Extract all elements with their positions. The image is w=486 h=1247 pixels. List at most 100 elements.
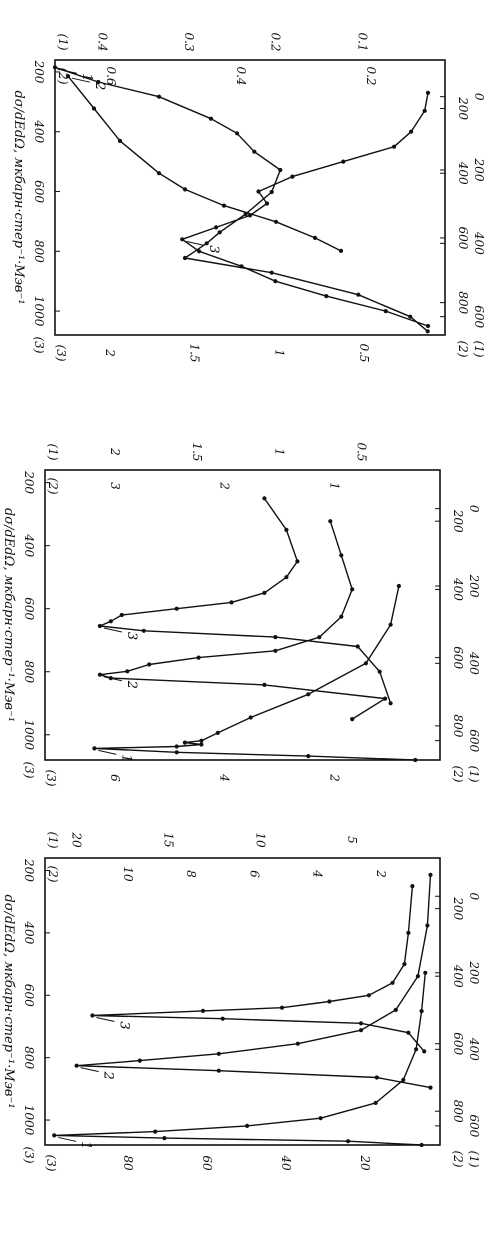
- data-point: [390, 980, 395, 985]
- data-point: [358, 1021, 364, 1026]
- energy-tick-label: 1000: [22, 720, 36, 751]
- data-point: [312, 235, 318, 240]
- data-point: [290, 174, 295, 179]
- data-point: [197, 249, 202, 254]
- data-point: [97, 623, 102, 629]
- data-point: [180, 237, 185, 242]
- energy-scale-label: (1): [472, 341, 486, 358]
- value-scale-label: (2): [46, 866, 60, 883]
- energy-scale-label: (3): [32, 337, 46, 354]
- energy-tick-label: 400: [22, 533, 36, 557]
- curve-label-3: 3: [206, 245, 221, 253]
- data-point: [373, 1100, 378, 1105]
- data-point: [428, 872, 433, 878]
- curve-label-leader: [58, 68, 78, 74]
- data-point: [137, 1058, 142, 1063]
- data-point: [252, 149, 257, 154]
- energy-tick-label: 800: [22, 660, 36, 683]
- data-point: [401, 1077, 406, 1082]
- energy-tick-label: 200: [456, 96, 470, 120]
- data-point: [396, 583, 401, 589]
- value-tick-label: 40: [279, 1154, 293, 1171]
- data-point: [328, 519, 333, 524]
- data-point: [247, 213, 253, 218]
- data-point: [284, 527, 289, 533]
- data-point: [182, 740, 187, 745]
- value-tick-label: 0.4: [234, 66, 248, 85]
- data-point: [273, 635, 278, 640]
- series-1-line: [54, 66, 429, 332]
- data-point: [214, 225, 219, 230]
- data-point: [358, 1028, 364, 1033]
- value-tick-label: 80: [121, 1155, 135, 1171]
- data-point: [221, 203, 227, 208]
- data-point: [425, 90, 431, 95]
- data-point: [269, 189, 274, 195]
- data-point: [363, 661, 368, 666]
- data-point: [422, 1049, 427, 1054]
- plot-frame: [54, 59, 446, 336]
- data-point: [366, 993, 371, 998]
- data-point: [91, 106, 97, 111]
- energy-tick-label: 400: [456, 161, 470, 185]
- data-point: [273, 219, 279, 224]
- data-point: [156, 94, 162, 99]
- data-point: [341, 159, 346, 164]
- panel-2: 0200400600(1)200400600800(2)200400600800…: [11, 32, 486, 362]
- value-tick-label: 0.2: [364, 66, 378, 85]
- data-point: [264, 201, 270, 206]
- energy-tick-label: 0: [467, 505, 481, 513]
- value-tick-label: 1.5: [190, 442, 204, 461]
- energy-scale-label: (3): [22, 1147, 36, 1164]
- series-2-line: [67, 75, 342, 252]
- data-point: [174, 606, 179, 611]
- data-point: [413, 757, 418, 763]
- curve-label-leader: [103, 676, 122, 682]
- value-tick-label: 0.5: [357, 343, 371, 362]
- value-tick-label: 6: [247, 870, 261, 878]
- value-tick-label: 1: [272, 349, 286, 357]
- energy-tick-label: 400: [22, 920, 36, 944]
- data-point: [388, 701, 393, 706]
- data-point: [279, 1005, 285, 1010]
- energy-tick-label: 400: [467, 1037, 481, 1061]
- data-point: [402, 962, 407, 967]
- value-tick-label: 0.3: [182, 32, 196, 51]
- data-point: [327, 999, 332, 1004]
- energy-tick-label: 600: [456, 226, 470, 249]
- data-point: [229, 600, 234, 605]
- data-point: [419, 1009, 424, 1014]
- data-point: [97, 672, 102, 677]
- data-point: [388, 622, 393, 627]
- series-1-line: [93, 585, 416, 761]
- value-tick-label: 5: [345, 836, 359, 844]
- value-tick-label: 10: [253, 832, 267, 848]
- panel-1: 0200400600(1)200400600800(2)200400600800…: [1, 442, 486, 786]
- data-point: [119, 612, 124, 618]
- energy-tick-label: 0: [467, 892, 481, 900]
- data-point: [182, 255, 188, 261]
- value-tick-label: 0.6: [104, 66, 118, 85]
- data-point: [392, 144, 397, 149]
- value-tick-label: 0.5: [355, 442, 369, 461]
- data-point: [215, 730, 220, 736]
- curve-label-3: 3: [116, 1021, 131, 1029]
- value-tick-label: 4: [311, 869, 325, 878]
- data-point: [295, 1041, 300, 1046]
- energy-tick-label: 600: [467, 729, 481, 752]
- data-point: [295, 559, 300, 564]
- data-point: [278, 167, 283, 173]
- data-point: [248, 715, 253, 720]
- data-point: [374, 1075, 379, 1080]
- data-point: [65, 74, 71, 79]
- data-point: [406, 930, 411, 936]
- energy-tick-label: 800: [456, 291, 470, 314]
- data-point: [339, 614, 344, 619]
- value-tick-label: 10: [121, 866, 135, 882]
- data-point: [262, 496, 267, 501]
- data-point: [346, 1139, 351, 1144]
- energy-tick-label: 200: [467, 960, 481, 984]
- energy-tick-label: 400: [451, 577, 465, 601]
- series-3-line: [91, 886, 425, 1052]
- x-axis-title: E, Мэв: [484, 1081, 486, 1128]
